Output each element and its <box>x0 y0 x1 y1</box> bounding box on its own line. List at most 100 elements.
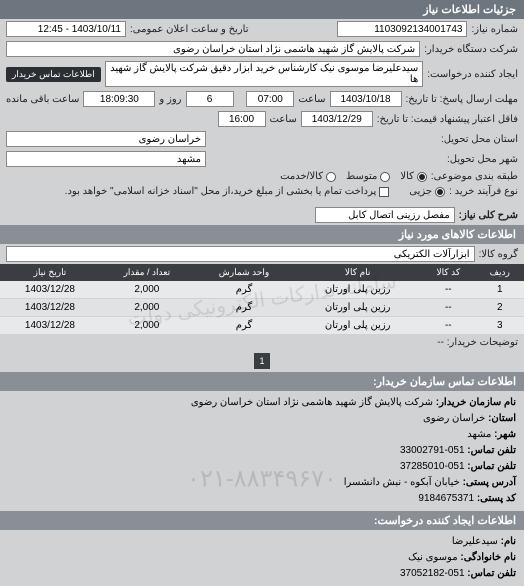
table-cell: -- <box>421 299 475 317</box>
req-phone-val: 051-37052182 <box>400 568 465 579</box>
reply-deadline-label: مهلت ارسال پاسخ: تا تاریخ: <box>406 94 518 105</box>
phone2-lbl: تلفن تماس: <box>467 461 516 472</box>
goods-label: کالا <box>400 171 414 182</box>
postcode-lbl: کد پستی: <box>477 493 516 504</box>
table-cell: -- <box>421 281 475 299</box>
checkbox-paynote[interactable] <box>379 187 389 197</box>
req-family-lbl: نام خانوادگی: <box>460 552 516 563</box>
saat-label-2: ساعت <box>270 114 297 125</box>
table-cell: 1403/12/28 <box>0 281 100 299</box>
proc-type-label: نوع فرآیند خرید : <box>449 186 518 197</box>
hours-left-value: 18:09:30 <box>83 91 155 107</box>
creator-label: ایجاد کننده درخواست: <box>427 69 518 80</box>
radio-goods[interactable] <box>417 172 427 182</box>
phone1-lbl: تلفن تماس: <box>467 445 516 456</box>
service-label: کالا/خدمت <box>280 171 323 182</box>
page-1[interactable]: 1 <box>254 353 270 369</box>
valid-time-value: 16:00 <box>218 111 266 127</box>
general-title-value: مفصل رزینی اتصال کابل <box>315 207 455 223</box>
days-left-value: 6 <box>186 91 234 107</box>
rooz-label: روز و <box>159 94 181 105</box>
table-col-header: کد کالا <box>421 264 475 281</box>
group-goods-label: گروه کالا: <box>479 249 518 260</box>
buyer-org-block: نام سازمان خریدار: شرکت پالایش گاز شهید … <box>0 391 524 511</box>
city-label: شهر محل تحویل: <box>447 154 518 165</box>
table-cell: 2 <box>476 299 524 317</box>
table-cell: 2,000 <box>100 299 194 317</box>
table-cell: گرم <box>194 299 295 317</box>
org-name-val: شرکت پالایش گاز شهید هاشمی نژاد استان خر… <box>191 397 433 408</box>
req-no-value: 1103092134001743 <box>337 21 467 37</box>
main-header: جزئیات اطلاعات نیاز <box>0 0 524 19</box>
city-value: مشهد <box>6 151 206 167</box>
table-cell: رزین پلی اورتان <box>294 281 421 299</box>
topic-cat-group: کالا متوسط کالا/خدمت <box>280 171 427 182</box>
valid-until-label: فاقل اعتبار پیشنهاد قیمت: تا تاریخ: <box>377 114 518 125</box>
remain-label: ساعت باقی مانده <box>6 94 79 105</box>
table-row: 1--رزین پلی اورتانگرم2,0001403/12/28 <box>0 281 524 299</box>
province-info-lbl: استان: <box>488 413 516 424</box>
requester-block: نام: سیدعلیرضا نام خانوادگی: موسوی نیک ت… <box>0 530 524 586</box>
buyer-value: شرکت پالایش گاز شهید هاشمی نژاد استان خر… <box>6 41 420 57</box>
paynote-label: پرداخت تمام یا بخشی از مبلغ خرید،از محل … <box>65 186 377 197</box>
creator-value: سیدعلیرضا موسوی نیک کارشناس خرید ابزار د… <box>105 61 424 87</box>
reply-time-value: 07:00 <box>246 91 294 107</box>
table-cell: گرم <box>194 317 295 335</box>
table-cell: 3 <box>476 317 524 335</box>
items-table: ردیفکد کالانام کالاواحد شمارشتعداد / مقد… <box>0 264 524 335</box>
table-cell: رزین پلی اورتان <box>294 299 421 317</box>
req-phone-lbl: تلفن تماس: <box>467 568 516 579</box>
province-label: استان محل تحویل: <box>441 134 518 145</box>
req-no-label: شماره نیاز: <box>471 24 518 35</box>
pager-label: توضیحات خریدار: -- <box>437 337 518 348</box>
province-value: خراسان رضوی <box>6 131 206 147</box>
requester-header: اطلاعات ایجاد کننده درخواست: <box>0 511 524 530</box>
table-col-header: ردیف <box>476 264 524 281</box>
postaddr-lbl: آدرس پستی: <box>463 477 516 488</box>
medium-label: متوسط <box>346 171 377 182</box>
table-col-header: تعداد / مقدار <box>100 264 194 281</box>
table-col-header: واحد شمارش <box>194 264 295 281</box>
table-cell: 2,000 <box>100 317 194 335</box>
announce-date-label: تاریخ و ساعت اعلان عمومی: <box>130 24 249 35</box>
table-col-header: نام کالا <box>294 264 421 281</box>
partial-label: جزیی <box>409 186 432 197</box>
pager: 1 <box>0 350 524 372</box>
table-col-header: تاریخ نیاز <box>0 264 100 281</box>
reply-date-value: 1403/10/18 <box>330 91 402 107</box>
req-name-val: سیدعلیرضا <box>452 536 498 547</box>
phone1-val: 051-33002791 <box>400 445 465 456</box>
radio-service[interactable] <box>326 172 336 182</box>
province-info-val: خراسان رضوی <box>423 413 485 424</box>
req-family-val: موسوی نیک <box>408 552 457 563</box>
valid-date-value: 1403/12/29 <box>301 111 373 127</box>
postaddr-val: خیابان آبکوه - نبش دانشسرا <box>344 477 460 488</box>
saat-label-1: ساعت <box>298 94 325 105</box>
req-name-lbl: نام: <box>501 536 516 547</box>
announce-date-value: 1403/10/11 - 12:45 <box>6 21 126 37</box>
radio-partial[interactable] <box>435 187 445 197</box>
table-row: 2--رزین پلی اورتانگرم2,0001403/12/28 <box>0 299 524 317</box>
items-header: اطلاعات کالاهای مورد نیاز <box>0 225 524 244</box>
creator-contact-badge[interactable]: اطلاعات تماس خریدار <box>6 67 101 82</box>
buyer-label: شرکت دستگاه خریدار: <box>424 44 518 55</box>
topic-cat-label: طبقه بندی موضوعی: <box>431 171 518 182</box>
phone2-val: 051-37285010 <box>400 461 465 472</box>
general-title-label: شرح کلی نیاز: <box>459 210 518 221</box>
items-table-wrap: ردیفکد کالانام کالاواحد شمارشتعداد / مقد… <box>0 264 524 335</box>
table-cell: 1403/12/28 <box>0 317 100 335</box>
table-cell: رزین پلی اورتان <box>294 317 421 335</box>
city-info-lbl: شهر: <box>494 429 516 440</box>
postcode-val: 9184675371 <box>418 493 474 504</box>
table-cell: -- <box>421 317 475 335</box>
table-cell: 2,000 <box>100 281 194 299</box>
org-name-lbl: نام سازمان خریدار: <box>436 397 516 408</box>
table-cell: گرم <box>194 281 295 299</box>
table-row: 3--رزین پلی اورتانگرم2,0001403/12/28 <box>0 317 524 335</box>
table-cell: 1403/12/28 <box>0 299 100 317</box>
buyer-org-header: اطلاعات تماس سازمان خریدار: <box>0 372 524 391</box>
group-goods-value: ابزارآلات الکتریکی <box>6 246 475 262</box>
city-info-val: مشهد <box>467 429 491 440</box>
table-cell: 1 <box>476 281 524 299</box>
radio-medium[interactable] <box>380 172 390 182</box>
